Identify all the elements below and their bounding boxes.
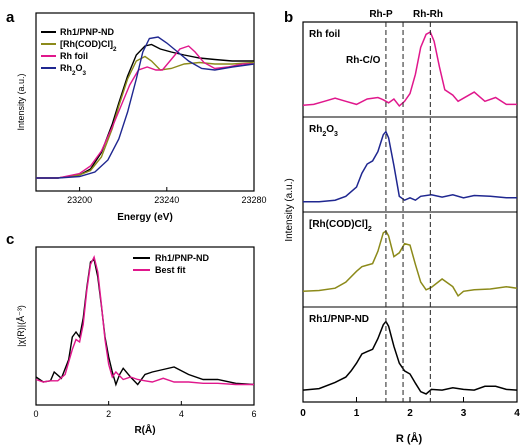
panel-a-series-rh1-pnp-nd — [36, 43, 254, 179]
panel-a-xlabel: Energy (eV) — [117, 212, 173, 223]
panel-c-chart: 0 2 4 6 Rh1/PNP-ND Best fit R(Å) |χ(R)|(Å⁻³) — [16, 246, 257, 436]
panel-b-series-rh1-pnp-nd — [302, 320, 518, 395]
panel-b-xtick-label: 3 — [461, 408, 467, 419]
panel-a-legend-label: Rh1/PNP-ND — [60, 27, 115, 37]
panel-b-series-rh2o3 — [303, 130, 517, 203]
panel-c-xtick-label: 6 — [251, 409, 256, 419]
panel-a-legend-label: Rh foil — [60, 51, 88, 61]
peak-label-rh-p: Rh-P — [369, 9, 393, 20]
panel-b-xtick-label: 2 — [407, 408, 413, 419]
panel-b-xlabel: R (Å) — [396, 432, 423, 445]
panel-a-xtick-label: 23240 — [154, 195, 179, 205]
panel-b-pane-label: Rh2O3 — [309, 124, 338, 138]
panel-a-series-rh-cod-cl-2 — [36, 55, 255, 179]
panel-b-xtick-label: 4 — [514, 408, 520, 419]
panel-c-xtick-label: 4 — [179, 409, 184, 419]
panel-b-pane-label: [Rh(COD)Cl]2 — [309, 219, 372, 233]
panel-a-xtick-label: 23200 — [67, 195, 92, 205]
panel-a-series-rh-foil — [36, 45, 254, 179]
panel-c-series-rh1-pnp-nd — [35, 258, 255, 387]
panel-c-xtick-label: 2 — [106, 409, 111, 419]
panel-b-pane-label: Rh foil — [309, 29, 340, 40]
panel-a-legend-label: [Rh(COD)Cl]2 — [60, 39, 117, 53]
panel-c-xlabel: R(Å) — [134, 423, 155, 436]
panel-c-frame — [35, 246, 255, 406]
panel-label-c: c — [6, 231, 14, 248]
panel-a-frame — [35, 12, 255, 192]
panel-b-ylabel: Intensity (a.u.) — [284, 178, 295, 241]
panel-b-xtick-label: 0 — [300, 408, 306, 419]
panel-a-ylabel: Intensity (a.u.) — [16, 73, 26, 130]
panel-c-legend-label: Best fit — [155, 265, 186, 275]
panel-label-a: a — [6, 9, 15, 26]
panel-b-chart: 0 1 2 3 4 Rh foil Rh2O3 [Rh(COD)Cl]2 Rh1/PNP-ND… — [284, 9, 520, 445]
panel-a-xtick-label: 23280 — [241, 195, 266, 205]
panel-c-ylabel: |χ(R)|(Å⁻³) — [16, 305, 26, 347]
panel-a-series-rh2o3 — [36, 36, 255, 179]
panel-c-legend-label: Rh1/PNP-ND — [155, 253, 210, 263]
panel-label-b: b — [284, 9, 293, 26]
panel-b-series-rh-cod-cl-2 — [302, 230, 518, 298]
panel-b-series-rh-foil — [302, 30, 517, 107]
panel-c-series-best-fit — [35, 254, 254, 386]
peak-label-rh-rh: Rh-Rh — [413, 9, 443, 20]
panel-b-pane-label: Rh1/PNP-ND — [309, 314, 369, 325]
panel-b-xtick-label: 1 — [354, 408, 360, 419]
panel-c-xtick-label: 0 — [33, 409, 38, 419]
panel-a-chart: 23200 23240 23280 Rh1/PNP-ND[Rh(COD)Cl]2Rh… — [16, 12, 267, 223]
peak-label-rh-co: Rh-C/O — [346, 55, 381, 66]
panel-a-legend-label: Rh2O3 — [60, 63, 87, 77]
